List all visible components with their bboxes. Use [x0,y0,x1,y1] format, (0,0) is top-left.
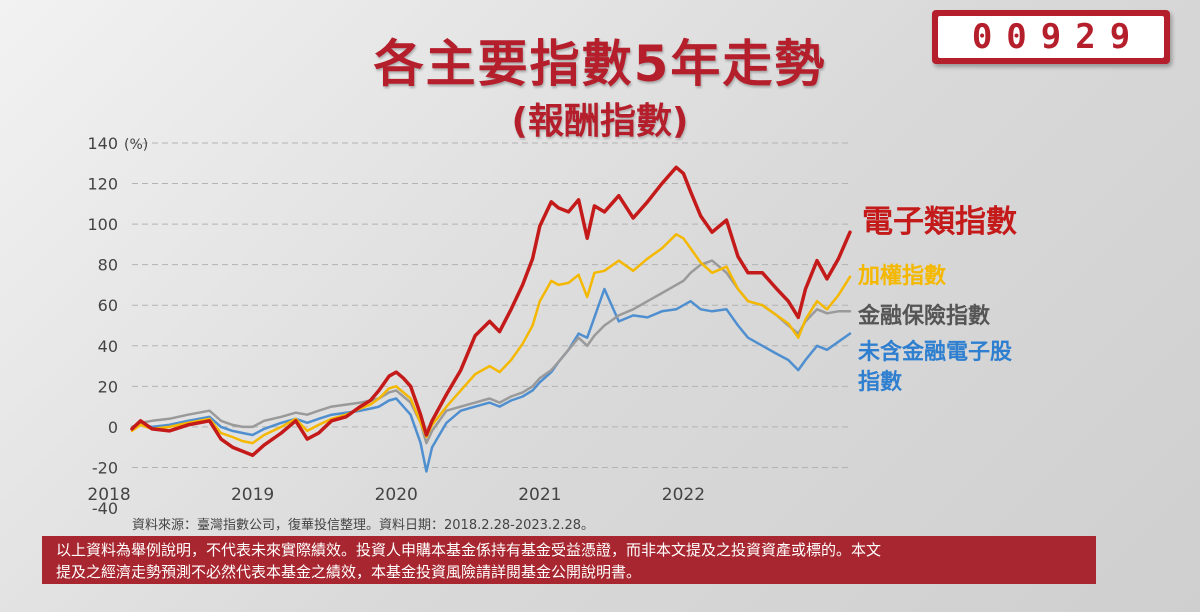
legend-non-fin-elec: 未含金融電子股 指數 [858,338,1012,398]
series-line-3 [130,287,852,473]
series-line-2 [130,259,852,445]
source-note: 資料來源：臺灣指數公司，復華投信整理。資料日期：2018.2.28-2023.2… [132,518,595,533]
y-tick-label: 0 [108,418,118,437]
chart-grid [132,142,850,468]
fund-code-text: 00929 [938,16,1164,58]
disclaimer-line-2: 提及之經濟走勢預測不必然代表本基金之績效，本基金投資風險請詳閱基金公開說明書。 [56,563,642,581]
y-unit-label: (%) [124,137,148,153]
page-title: 各主要指數5年走勢 [373,35,827,93]
y-tick-label: -20 [92,458,118,477]
y-tick-label: -40 [92,499,118,518]
y-tick-label: 120 [87,175,118,194]
legend-taiex: 加權指數 [858,258,946,290]
y-axis: -40 -20 0 20 40 60 80 100 120 140 (%) [87,134,148,518]
legend-electronics-label: 電子類指數 [862,204,1017,240]
legend-non-fin-elec-label-2: 指數 [858,370,903,395]
chart-series [130,165,852,473]
x-tick-label: 2022 [662,485,705,505]
page-subtitle: (報酬指數) [511,101,689,142]
x-tick-label: 2021 [518,485,561,505]
legend-finance: 金融保險指數 [858,298,990,330]
legend-non-fin-elec-label: 未含金融電子股 [858,340,1013,365]
x-axis: 2018 2019 2020 2021 2022 [87,485,705,505]
legend-electronics: 電子類指數 [862,196,1017,241]
y-tick-label: 80 [98,256,118,275]
series-line-0 [130,165,852,458]
x-tick-label: 2019 [231,485,274,505]
disclaimer-line-1: 以上資料為舉例說明，不代表未來實際績效。投資人申購本基金係持有基金受益憑證，而非… [56,541,882,559]
disclaimer-box: 以上資料為舉例說明，不代表未來實際績效。投資人申購本基金係持有基金受益憑證，而非… [42,536,1096,584]
series-line-1 [130,233,852,445]
legend-taiex-label: 加權指數 [858,264,947,289]
x-tick-label: 2018 [87,485,130,505]
y-tick-label: 20 [98,377,118,396]
y-tick-label: 140 [87,134,118,153]
y-tick-label: 60 [98,296,118,315]
fund-code-badge: 00929 [932,10,1170,64]
legend-finance-label: 金融保險指數 [858,304,991,329]
x-tick-label: 2020 [375,485,418,505]
y-tick-label: 40 [98,337,118,356]
y-tick-label: 100 [87,215,118,234]
